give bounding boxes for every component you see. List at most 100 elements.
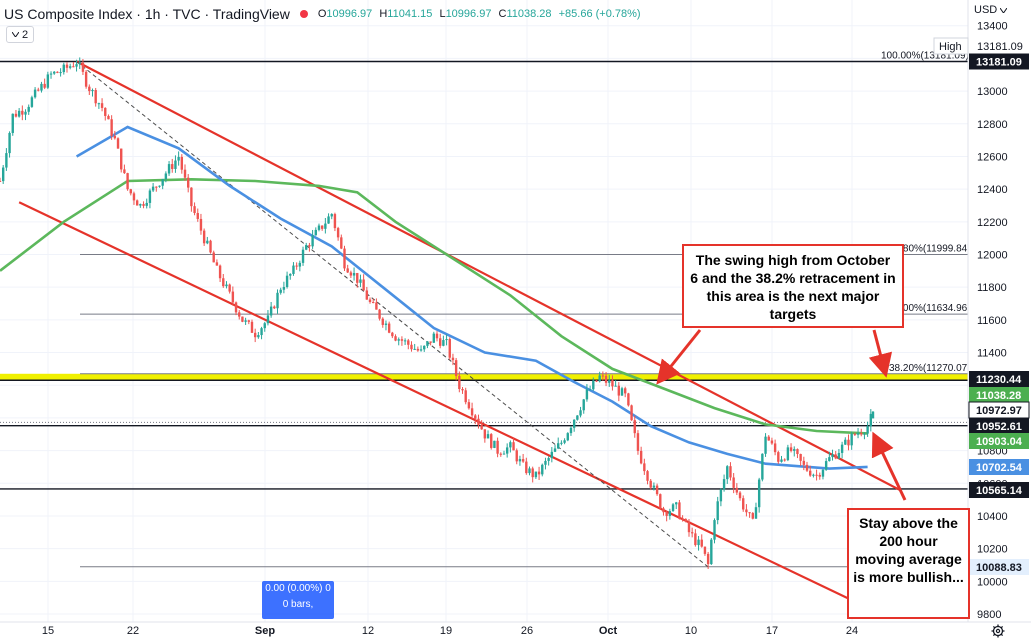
candle-body [643,463,646,472]
ohlc-readout: O10996.97 H11041.15 L10996.97 C11038.28 … [318,8,641,20]
candle-body [301,249,305,263]
fib-level-label: 100.00%(13181.09) [881,51,969,62]
candle-body [11,113,14,133]
price-tick-label: 12800 [977,119,1008,131]
fib-level-label: 50.00%(11634.96) [889,303,971,314]
price-tick-label: 12200 [977,217,1008,229]
candle-body [719,489,723,502]
candle-body [770,440,774,444]
candle-body [5,153,8,168]
candle-body [525,461,528,474]
candle-body [528,468,531,474]
candle-body [410,344,413,350]
candle-body [474,415,477,419]
high-marker-value: 13181.09 [977,41,1023,53]
candle-body [438,338,442,346]
candle-body [802,460,806,465]
levels-layer: 100.00%(13181.09) 61.80%(11999.84) 50.00%(… [0,51,971,568]
open-label: O [317,8,327,20]
candle-body [655,485,659,495]
candle-body [273,306,276,309]
callout-arrow-swing-high [656,329,702,385]
indicators-toggle[interactable]: 2 [6,26,34,43]
price-label-pill [969,482,1029,498]
price-tick-label: 10200 [977,544,1008,556]
candle-body [190,187,193,207]
candle-body [260,328,263,336]
candle-body [416,348,420,351]
candle-body [30,97,34,107]
candle-body [557,443,560,449]
candle-body [27,106,30,112]
candle-body [234,302,238,313]
candle-body [308,245,311,247]
candle-body [59,72,62,74]
candle-body [608,380,611,383]
candle-body [68,66,72,68]
candle-body [49,73,53,75]
currency-selector[interactable]: USD [974,4,1008,16]
candle-body [21,110,24,115]
gear-icon[interactable] [991,624,1005,638]
candle-body [585,389,589,400]
candle-body [761,453,764,480]
candle-body [515,450,518,462]
candle-body [588,389,592,391]
price-tick-label: 13400 [977,21,1008,33]
price-tick-label: 12600 [977,151,1008,163]
candle-body [91,90,94,92]
candle-body [837,452,841,459]
candle-body [706,553,710,565]
candle-body [687,521,691,533]
candle-body [372,302,375,304]
candle-body [419,349,423,351]
price-label-pill [969,53,1029,70]
candle-body [333,214,337,229]
candle-body [362,279,365,291]
candle-body [0,180,2,182]
price-axis-bg [968,0,1031,644]
candle-body [445,339,448,341]
candle-body [250,321,254,333]
price-label-pill [969,371,1029,387]
price-label-text: 10972.97 [976,405,1022,417]
candle-body [764,436,767,454]
candle-body [840,444,844,453]
candle-body [738,492,742,499]
candle-body [403,340,407,342]
candle-body [563,440,566,443]
candle-body [751,513,754,519]
candle-body [279,289,282,293]
candle-body [37,89,40,91]
candle-body [611,380,614,387]
candle-body [132,193,136,201]
time-tick-label: 17 [766,625,778,637]
candle-body [665,512,668,516]
candle-body [88,86,91,92]
candle-body [652,485,656,488]
candle-body [863,433,866,435]
candle-body [560,442,563,444]
fib-yellow-zone [0,373,968,381]
candle-body [40,83,43,91]
time-tick-label: Sep [255,625,275,637]
symbol-title[interactable]: US Composite Index · 1h · TVC · TradingV… [4,6,290,22]
candle-body [678,502,681,519]
candle-body [266,315,270,324]
candle-body [343,248,346,269]
candle-body [767,436,770,441]
candle-body [544,460,547,465]
candle-body [378,309,381,319]
candle-body [155,186,158,188]
candle-body [215,262,219,266]
price-label-text: 10088.83 [976,562,1022,574]
candle-body [53,71,56,74]
candle-body [295,265,298,267]
candle-body [442,340,445,346]
candle-body [164,173,168,180]
time-tick-label: 24 [846,625,858,637]
candle-body [167,164,171,174]
candle-body [777,452,780,462]
candle-body [1,167,5,182]
candle-body [426,341,429,346]
